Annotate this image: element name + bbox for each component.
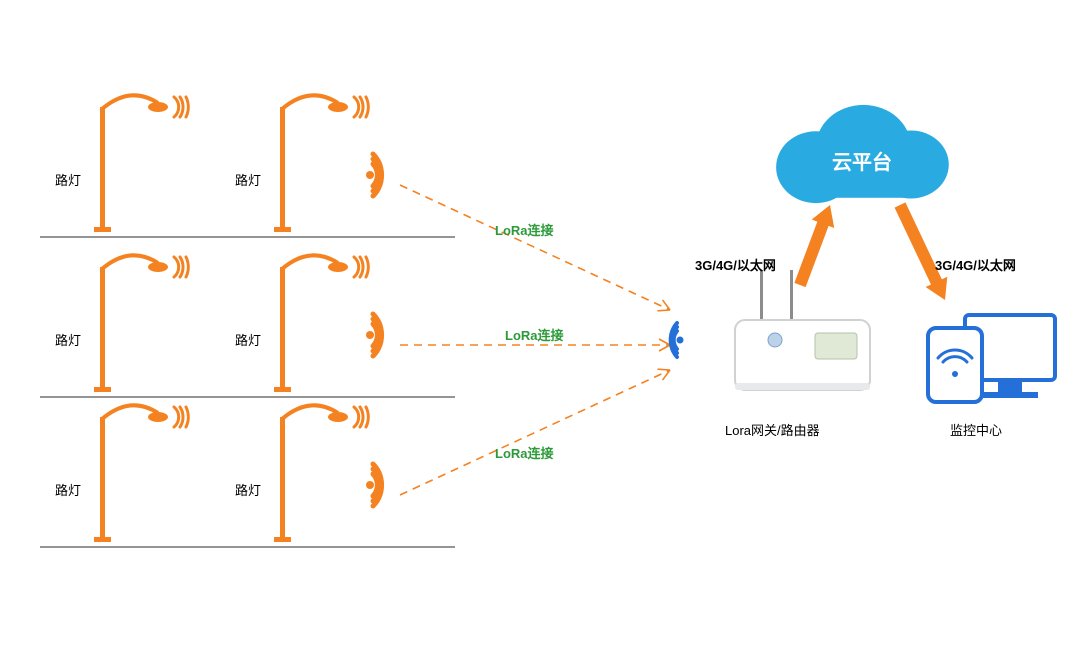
gateway-icon [735, 270, 870, 390]
wifi-receive-icon [671, 323, 684, 357]
streetlight-label: 路灯 [55, 480, 81, 499]
lora-link-label: LoRa连接 [505, 325, 564, 344]
fat-arrow [794, 205, 834, 287]
streetlight-icon [274, 255, 368, 392]
streetlight-label: 路灯 [235, 330, 261, 349]
signal-icon [366, 154, 382, 196]
streetlight-icon [274, 95, 368, 232]
streetlight-label: 路灯 [55, 330, 81, 349]
cloud-label: 云平台 [832, 146, 892, 175]
monitor-label: 监控中心 [950, 420, 1002, 439]
streetlight-label: 路灯 [235, 480, 261, 499]
streetlight-icon [274, 405, 368, 542]
monitor-center-icon [928, 315, 1055, 402]
streetlight-icon [94, 95, 188, 232]
lora-link-label: LoRa连接 [495, 443, 554, 462]
uplink-label: 3G/4G/以太网 [935, 255, 1016, 274]
lora-link-label: LoRa连接 [495, 220, 554, 239]
dashed-arrow [400, 185, 670, 311]
signal-icon [366, 464, 382, 506]
gateway-label: Lora网关/路由器 [725, 420, 820, 439]
signal-icon [366, 314, 382, 356]
streetlight-label: 路灯 [235, 170, 261, 189]
streetlight-icon [94, 255, 188, 392]
streetlight-label: 路灯 [55, 170, 81, 189]
uplink-label: 3G/4G/以太网 [695, 255, 776, 274]
fat-arrow [895, 202, 948, 300]
dashed-arrow [400, 369, 670, 495]
streetlight-icon [94, 405, 188, 542]
